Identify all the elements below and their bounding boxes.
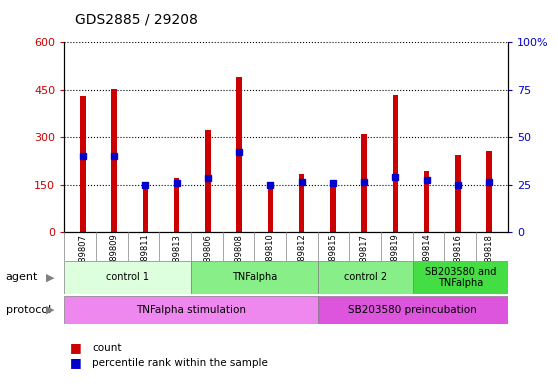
Text: agent: agent: [6, 272, 38, 283]
Bar: [64, 296, 318, 324]
Bar: [361, 134, 367, 232]
Bar: [486, 151, 492, 232]
Bar: [318, 261, 413, 294]
Bar: [143, 182, 148, 232]
Bar: [191, 261, 318, 294]
Bar: [174, 178, 180, 232]
Bar: [267, 183, 273, 232]
Bar: [236, 77, 242, 232]
Text: ▶: ▶: [46, 305, 55, 315]
Bar: [318, 296, 508, 324]
Text: SB203580 preincubation: SB203580 preincubation: [348, 305, 477, 315]
Text: control 2: control 2: [344, 272, 387, 283]
Bar: [205, 130, 211, 232]
Bar: [424, 170, 429, 232]
Bar: [330, 180, 336, 232]
Bar: [455, 156, 460, 232]
Text: percentile rank within the sample: percentile rank within the sample: [92, 358, 268, 368]
Text: control 1: control 1: [106, 272, 149, 283]
Text: TNFalpha stimulation: TNFalpha stimulation: [136, 305, 246, 315]
Text: TNFalpha: TNFalpha: [232, 272, 277, 283]
Text: SB203580 and
TNFalpha: SB203580 and TNFalpha: [425, 266, 496, 288]
Text: ■: ■: [70, 356, 81, 369]
Bar: [112, 89, 117, 232]
Bar: [64, 261, 191, 294]
Bar: [299, 174, 305, 232]
Bar: [413, 261, 508, 294]
Text: count: count: [92, 343, 122, 353]
Text: ■: ■: [70, 341, 81, 354]
Text: ▶: ▶: [46, 272, 55, 283]
Text: GDS2885 / 29208: GDS2885 / 29208: [75, 13, 198, 27]
Text: protocol: protocol: [6, 305, 51, 315]
Bar: [80, 96, 86, 232]
Bar: [392, 94, 398, 232]
